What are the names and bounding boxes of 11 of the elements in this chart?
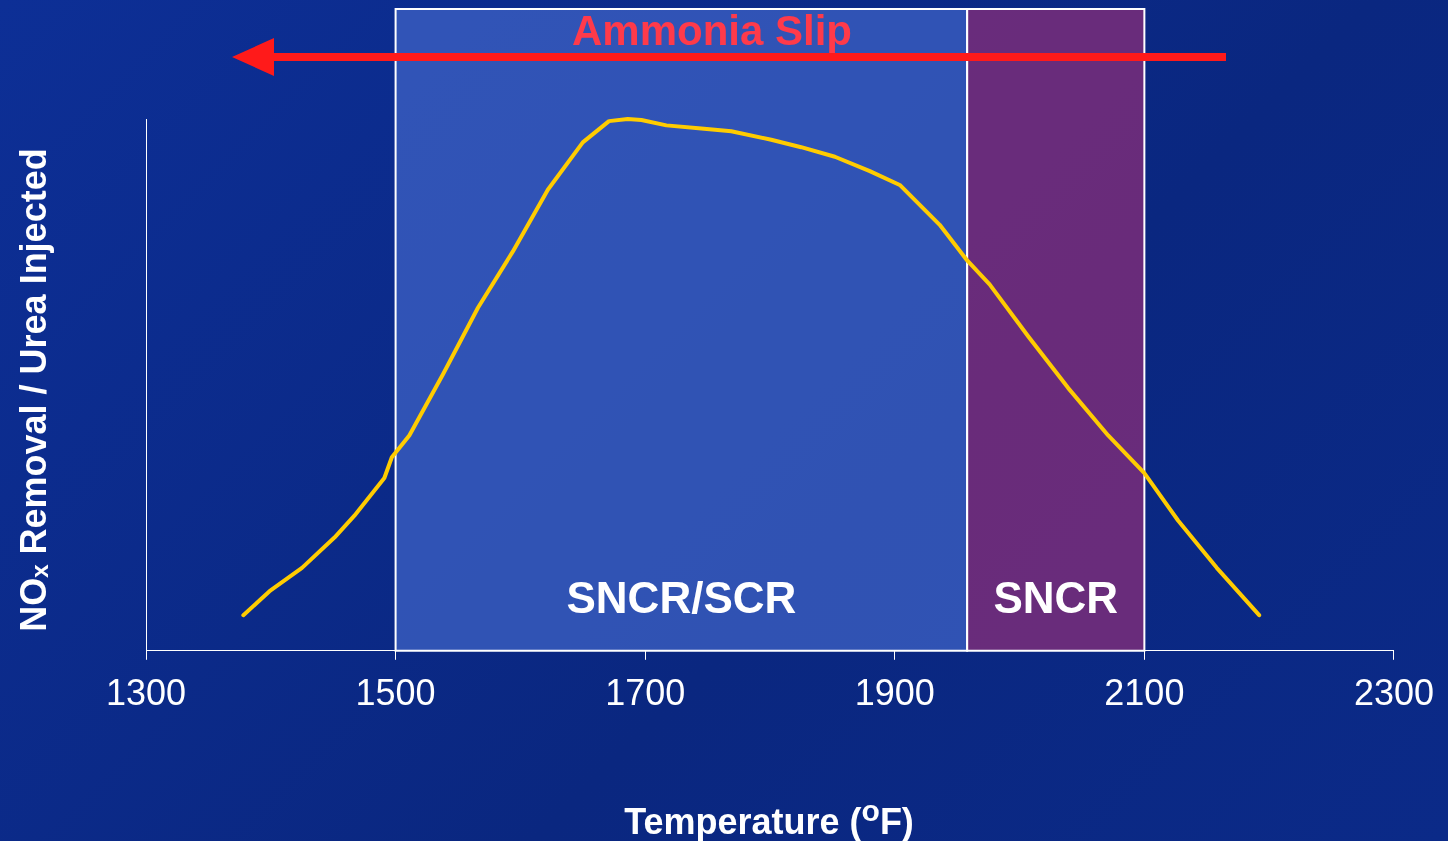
x-tick-label: 1900 — [854, 672, 935, 714]
x-tick-label: 2300 — [1353, 672, 1434, 714]
x-tick-label: 1300 — [105, 672, 187, 714]
x-tick-label: 1500 — [355, 672, 436, 714]
x-tick-label: 1700 — [605, 672, 686, 714]
text: Ammonia Slip — [571, 6, 853, 54]
x-axis-title: Temperature ($^{o}$F) — [623, 793, 915, 841]
band-label: SNCR/SCR — [566, 572, 797, 622]
y-axis-title: NOₓ Removal / Urea Injected — [13, 148, 55, 632]
x-tick-label: 2100 — [1104, 672, 1185, 714]
band-label: SNCR — [993, 572, 1119, 622]
